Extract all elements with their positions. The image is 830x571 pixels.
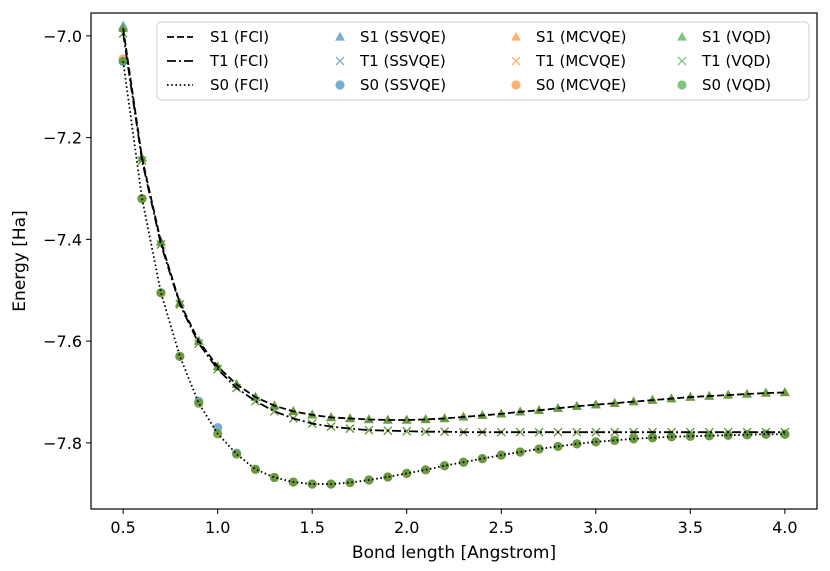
data-point-s1-vqd — [761, 387, 771, 397]
data-point-s0-vqd — [307, 479, 317, 489]
x-tick-label: 1.5 — [299, 518, 324, 537]
data-point-s0-vqd — [402, 468, 412, 478]
legend-box — [156, 21, 810, 101]
data-point-s0-vqd — [118, 56, 128, 66]
legend-marker-s0-vqd — [677, 80, 687, 90]
x-tick-label: 2.5 — [489, 518, 514, 537]
y-tick-label: −7.8 — [43, 434, 82, 453]
legend-label-t1-ssvqe: T1 (SSVQE) — [359, 52, 446, 70]
x-tick-label: 3.5 — [678, 518, 703, 537]
y-tick-label: −7.0 — [43, 27, 82, 46]
legend-marker-t1-vqd — [677, 56, 687, 66]
legend-marker-t1-mcvqe — [511, 56, 521, 66]
x-tick-label: 0.5 — [110, 518, 135, 537]
legend-marker-t1-ssvqe — [335, 56, 345, 66]
legend: S1 (FCI) T1 (FCI) S0 (FCI) S1 (SSVQE) T1 (SS… — [156, 21, 810, 101]
data-point-s0-vqd — [647, 433, 658, 443]
series-layer — [118, 20, 790, 489]
data-point-t1-vqd — [515, 427, 525, 437]
data-point-s1-vqd — [118, 23, 129, 32]
data-point-s0-vqd — [515, 447, 525, 457]
y-tick-label: −7.2 — [43, 129, 82, 148]
data-point-s0-vqd — [345, 477, 355, 488]
data-point-s0-vqd — [572, 439, 582, 449]
legend-marker-s0-mcvqe — [511, 80, 521, 90]
data-point-s0-vqd — [439, 461, 450, 471]
data-point-t1-vqd — [402, 426, 412, 436]
x-axis-label: Bond length [Angstrom] — [352, 543, 556, 563]
data-point-s0-vqd — [421, 465, 431, 475]
legend-label-s1-ssvqe: S1 (SSVQE) — [360, 28, 446, 46]
data-point-s0-vqd — [685, 431, 695, 441]
data-point-t1-vqd — [269, 406, 279, 416]
legend-marker-s1-vqd — [677, 31, 687, 41]
legend-label-s1-mcvqe: S1 (MCVQE) — [536, 28, 627, 46]
data-point-s0-vqd — [231, 449, 242, 459]
data-point-s0-vqd — [477, 454, 487, 464]
legend-marker-s0-ssvqe — [335, 80, 345, 90]
data-point-s0-vqd — [723, 430, 733, 440]
legend-label-s0-ssvqe: S0 (SSVQE) — [360, 76, 446, 94]
data-point-s0-vqd — [383, 472, 393, 482]
data-point-s0-vqd — [553, 441, 563, 452]
series-s0-vqd — [118, 56, 790, 489]
data-point-t1-vqd — [156, 240, 166, 249]
data-point-t1-vqd — [572, 427, 582, 437]
legend-label-t1-mcvqe: T1 (MCVQE) — [535, 52, 626, 70]
data-point-s0-vqd — [194, 398, 204, 408]
data-point-s0-vqd — [156, 288, 166, 298]
legend-label-t1-fci: T1 (FCI) — [209, 52, 269, 70]
data-point-s1-vqd — [420, 414, 431, 424]
plot-frame — [90, 12, 818, 510]
x-tick-label: 4.0 — [772, 518, 797, 537]
data-point-s0-vqd — [250, 464, 261, 474]
data-point-t1-vqd — [364, 425, 374, 435]
x-tick-label: 1.0 — [205, 518, 230, 537]
data-point-s1-vqd — [609, 397, 620, 407]
x-tick-label: 3.0 — [583, 518, 608, 537]
y-tick-label: −7.4 — [43, 230, 82, 249]
data-point-s0-vqd — [610, 435, 620, 445]
data-point-s1-vqd — [401, 414, 412, 424]
data-point-t1-vqd — [591, 427, 601, 437]
y-axis-label: Energy [Ha] — [10, 210, 30, 311]
y-axis: −7.0 −7.2 −7.4 −7.6 −7.8 — [43, 27, 91, 453]
series-line-s1-fci — [122, 28, 785, 421]
data-point-s1-vqd — [590, 399, 601, 409]
data-point-t1-vqd — [534, 427, 544, 437]
data-point-s1-vqd — [382, 414, 393, 424]
data-point-s1-vqd — [779, 387, 790, 397]
series-line-t1-fci — [122, 33, 785, 434]
data-point-s0-vqd — [534, 444, 544, 454]
x-axis: 0.5 1.0 1.5 2.0 2.5 3.0 3.5 4.0 — [110, 509, 798, 537]
data-point-s0-vqd — [175, 351, 185, 361]
x-tick-label: 2.0 — [394, 518, 419, 537]
legend-marker-s1-ssvqe — [335, 31, 345, 41]
data-point-s1-vqd — [571, 401, 582, 410]
legend-label-t1-vqd: T1 (VQD) — [701, 52, 771, 70]
legend-label-s0-mcvqe: S0 (MCVQE) — [536, 76, 627, 94]
y-tick-label: −7.6 — [43, 332, 82, 351]
legend-label-s1-fci: S1 (FCI) — [210, 28, 269, 46]
legend-marker-s1-mcvqe — [511, 31, 521, 41]
data-point-s1-vqd — [742, 388, 752, 398]
data-point-s0-vqd — [269, 472, 279, 483]
legend-label-s0-fci: S0 (FCI) — [210, 76, 269, 94]
legend-label-s0-vqd: S0 (VQD) — [702, 76, 771, 94]
data-point-t1-vqd — [421, 427, 431, 437]
legend-label-s1-vqd: S1 (VQD) — [702, 28, 771, 46]
